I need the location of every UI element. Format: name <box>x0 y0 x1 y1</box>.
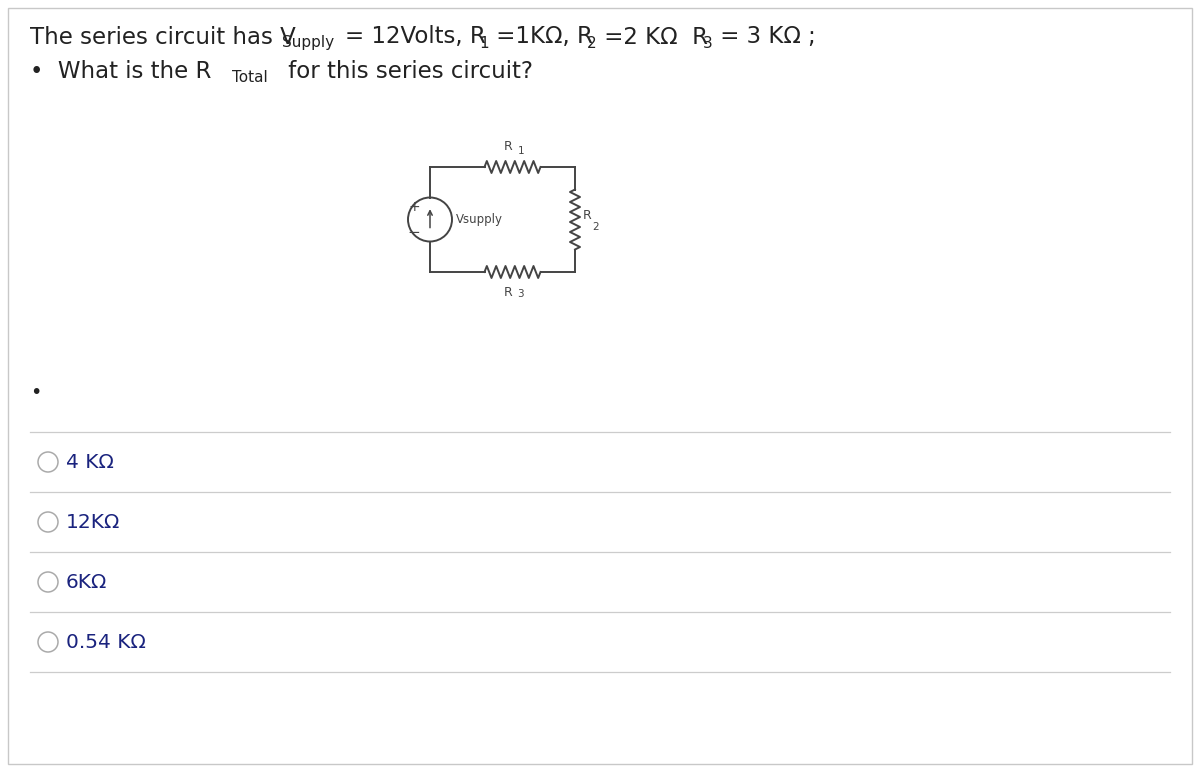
Text: Vsupply: Vsupply <box>456 213 503 226</box>
Text: 3: 3 <box>517 289 524 299</box>
Text: = 3 KΩ ;: = 3 KΩ ; <box>713 25 816 49</box>
Text: 2: 2 <box>592 222 599 232</box>
Text: +: + <box>408 201 420 215</box>
Text: 4 KΩ: 4 KΩ <box>66 452 114 472</box>
Text: −: − <box>408 225 420 240</box>
Text: Supply: Supply <box>282 36 334 50</box>
Text: 1: 1 <box>479 36 488 50</box>
Text: The series circuit has V: The series circuit has V <box>30 25 295 49</box>
Text: =2 KΩ  R: =2 KΩ R <box>598 25 708 49</box>
Text: R: R <box>583 209 592 222</box>
Text: for this series circuit?: for this series circuit? <box>281 60 533 83</box>
Text: •: • <box>30 382 41 401</box>
Text: R: R <box>504 140 512 153</box>
Text: = 12Volts, R: = 12Volts, R <box>346 25 486 49</box>
Text: 0.54 KΩ: 0.54 KΩ <box>66 632 146 652</box>
Text: R: R <box>504 286 512 299</box>
Text: 3: 3 <box>703 36 713 50</box>
Text: 6KΩ: 6KΩ <box>66 573 107 591</box>
Text: 1: 1 <box>517 146 524 156</box>
Text: 12KΩ: 12KΩ <box>66 513 120 531</box>
Text: 2: 2 <box>587 36 596 50</box>
Text: =1KΩ, R: =1KΩ, R <box>490 25 593 49</box>
Text: Total: Total <box>232 70 268 86</box>
Text: •  What is the R: • What is the R <box>30 60 211 83</box>
